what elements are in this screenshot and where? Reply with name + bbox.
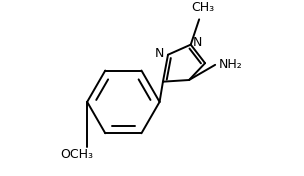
Text: N: N xyxy=(154,47,164,60)
Text: OCH₃: OCH₃ xyxy=(60,148,94,161)
Text: N: N xyxy=(192,36,202,49)
Text: CH₃: CH₃ xyxy=(191,1,214,14)
Text: NH₂: NH₂ xyxy=(219,58,242,71)
